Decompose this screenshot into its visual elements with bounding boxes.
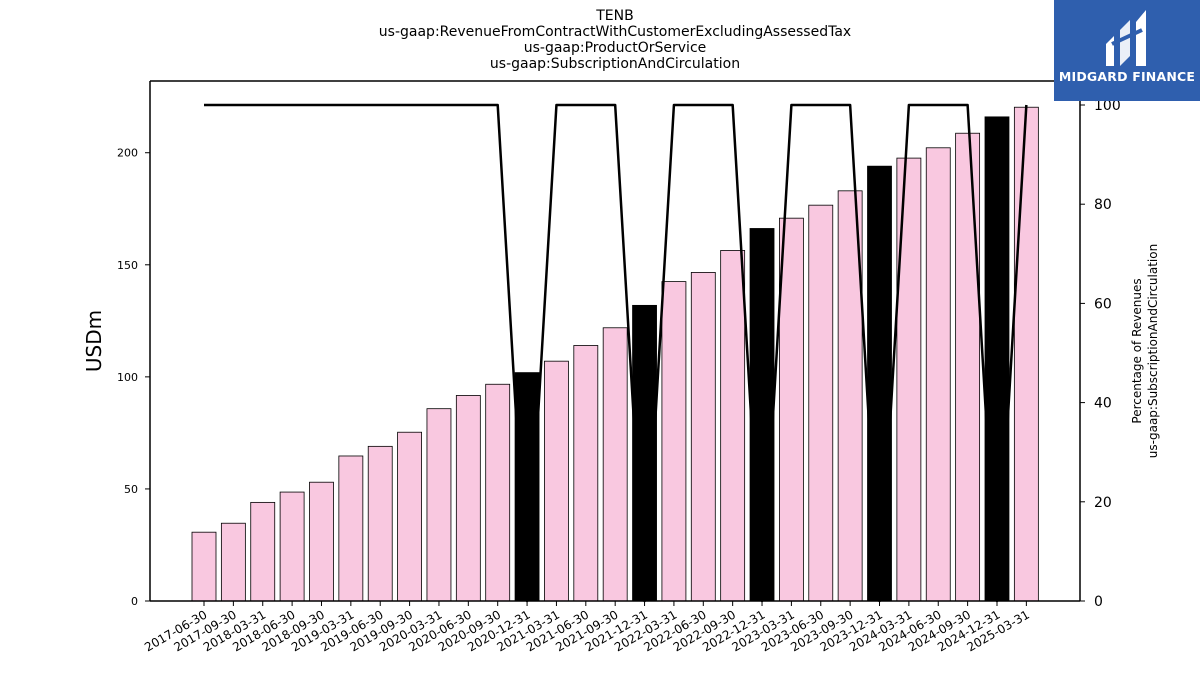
- y2-tick-label: 100: [1094, 98, 1121, 114]
- bar: [426, 408, 452, 602]
- y2-tick-label: 60: [1094, 296, 1112, 312]
- bar: [955, 132, 981, 602]
- bar: [925, 147, 951, 602]
- y2-tick-label: 80: [1094, 197, 1112, 213]
- bar: [749, 228, 775, 602]
- y2-tick-label: 20: [1094, 495, 1112, 511]
- bar: [514, 372, 540, 602]
- y-tick-label: 150: [117, 259, 138, 272]
- y2-axis-label: us-gaap:SubscriptionAndCirculation: [1146, 244, 1160, 458]
- logo-text: MIDGARD FINANCE: [1058, 69, 1196, 84]
- y-tick-label: 0: [131, 595, 138, 608]
- bar: [220, 522, 246, 602]
- bar: [720, 250, 746, 602]
- bar: [397, 431, 422, 602]
- chart-title-ticker: TENB: [596, 8, 634, 24]
- y-tick-label: 50: [124, 483, 138, 496]
- chart-title-concept: us-gaap:RevenueFromContractWithCustomerE…: [378, 24, 852, 40]
- bar: [1013, 106, 1039, 602]
- bar: [602, 327, 628, 602]
- y2-tick-label: 40: [1094, 396, 1112, 412]
- percentage-line: [204, 103, 1028, 603]
- y-axis-label: USDm: [82, 310, 106, 372]
- bar: [485, 383, 511, 602]
- bar: [867, 165, 892, 602]
- bar: [984, 116, 1010, 602]
- bar: [279, 491, 305, 602]
- bar: [367, 445, 393, 602]
- chart-title-axis: us-gaap:ProductOrService: [523, 40, 707, 56]
- bar: [661, 281, 687, 602]
- bar: [573, 345, 599, 602]
- y-tick-label: 100: [117, 371, 138, 384]
- bar: [779, 217, 804, 602]
- y2-tick-label: 0: [1094, 594, 1103, 610]
- bar: [191, 531, 217, 602]
- logo-mark-icon: [1106, 10, 1146, 66]
- bar: [690, 272, 716, 602]
- bar: [250, 501, 276, 602]
- bar: [544, 360, 569, 602]
- y2-axis-label: Percentage of Revenues: [1130, 278, 1144, 423]
- midgard-finance-logo: MIDGARD FINANCE: [1054, 0, 1200, 101]
- chart-title-member: us-gaap:SubscriptionAndCirculation: [489, 56, 741, 72]
- bar: [455, 395, 481, 602]
- bar: [808, 204, 834, 602]
- bar: [896, 157, 922, 602]
- y-tick-label: 200: [117, 147, 138, 160]
- bar: [309, 481, 334, 602]
- bar: [338, 455, 364, 602]
